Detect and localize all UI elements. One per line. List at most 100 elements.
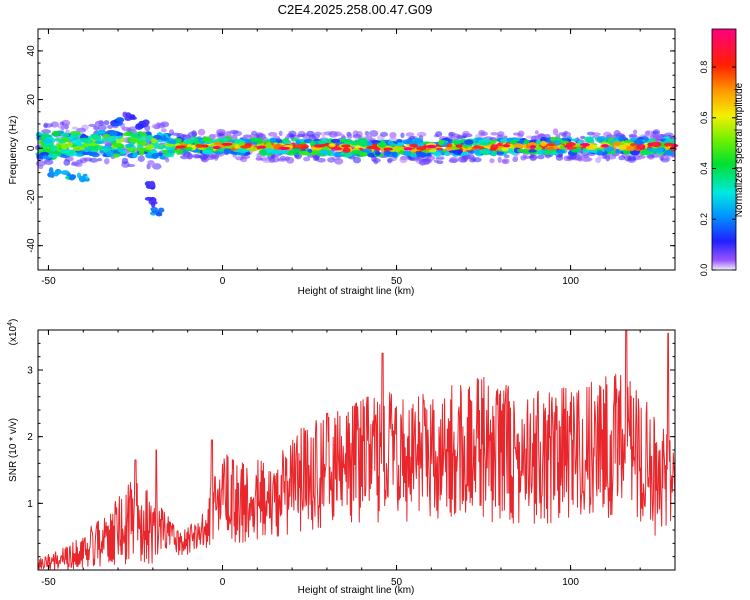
spectrogram-cell <box>420 160 430 165</box>
spectrogram-cell <box>186 153 193 160</box>
spectrogram-cell <box>583 157 593 161</box>
spectrogram-cell <box>93 125 100 131</box>
spectrogram-hotspot <box>403 147 413 151</box>
spectrogram-cell <box>50 145 58 152</box>
spectrogram-cell <box>433 159 439 163</box>
spectrogram-cell <box>319 149 330 155</box>
spectrogram-cell <box>650 141 662 148</box>
spectrogram-cell <box>555 149 566 154</box>
snr-y-tick-label: 2 <box>27 432 33 443</box>
spectrogram-y-ticks: -40 -20 0 20 40 <box>26 38 675 271</box>
spectrogram-hotspot <box>175 145 186 149</box>
spectrogram-hotspot <box>630 143 637 147</box>
spectrogram-cell <box>306 130 315 137</box>
spectrogram-cell <box>129 137 140 144</box>
spectrogram-cell <box>130 133 139 139</box>
spectrogram-cell <box>74 163 83 167</box>
spectrogram-cell <box>235 156 245 161</box>
spectrogram-cell <box>490 144 499 150</box>
spectrogram-cell <box>268 132 276 137</box>
spectrogram-cell <box>126 147 137 151</box>
spectrogram-hotspot <box>201 144 209 148</box>
colorbar-tick-label: 0.8 <box>699 61 709 74</box>
spectrogram-cell <box>577 139 583 145</box>
spectrogram-cell <box>501 147 509 152</box>
spectrogram-cell <box>51 130 61 137</box>
spectrogram-y-tick-label: 40 <box>26 45 37 57</box>
spectrogram-cell <box>145 144 154 151</box>
spectrogram-blob <box>155 212 163 217</box>
spectrogram-cell <box>97 157 103 162</box>
spectrogram-cell <box>438 139 445 146</box>
spectrogram-cell <box>212 133 220 138</box>
spectrogram-cell <box>75 153 85 157</box>
spectrogram-cell <box>97 124 107 132</box>
spectrogram-cell <box>491 150 497 157</box>
spectrogram-cell <box>610 150 616 155</box>
spectrogram-cell <box>334 158 344 165</box>
spectrogram-cell <box>523 139 529 145</box>
spectrogram-cell <box>352 134 362 139</box>
spectrogram-cell <box>278 149 290 154</box>
spectrogram-cell <box>96 130 106 135</box>
spectrogram-cell <box>160 137 170 141</box>
spectrogram-cell <box>270 138 277 143</box>
spectrogram-cell <box>612 141 621 146</box>
spectrogram-cell <box>349 141 357 146</box>
spectrogram-cell <box>552 144 559 150</box>
spectrogram-cell <box>314 131 322 136</box>
spectrogram-cell <box>664 149 674 156</box>
spectrogram-blob <box>124 115 132 121</box>
spectrogram-cell <box>555 154 564 161</box>
spectrogram-cell <box>323 131 333 136</box>
snr-y-label: SNR (10 * v/v) <box>8 418 19 482</box>
spectrogram-cell <box>377 141 387 148</box>
spectrogram-hotspot <box>257 145 267 149</box>
spectrogram-cell <box>571 138 578 142</box>
spectrogram-blob <box>49 171 56 178</box>
spectrogram-cell <box>398 146 404 151</box>
spectrogram-cell <box>488 140 497 145</box>
spectrogram-cell <box>367 152 375 158</box>
spectrogram-cell <box>249 146 258 152</box>
spectrogram-cell <box>618 135 624 142</box>
spectrogram-cell <box>238 142 246 146</box>
spectrogram-cell <box>44 159 54 165</box>
spectrogram-cell <box>479 141 490 146</box>
spectrogram-cell <box>249 137 260 142</box>
spectrogram-y-tick-label: 20 <box>26 94 37 106</box>
spectrogram-cell <box>633 139 644 145</box>
spectrogram-cell <box>372 157 381 163</box>
spectrogram-cell <box>191 130 197 138</box>
spectrogram-hotspot <box>425 144 437 149</box>
spectrogram-blob <box>143 123 149 127</box>
spectrogram-cell <box>346 133 353 140</box>
spectrogram-cell <box>448 132 454 138</box>
spectrogram-blob <box>158 207 165 213</box>
spectrogram-cell <box>489 158 495 164</box>
spectrogram-cell <box>66 142 73 148</box>
spectrogram-blob <box>54 171 59 177</box>
spectrogram-cell <box>333 131 343 137</box>
spectrogram-cell <box>641 150 652 156</box>
spectrogram-cell <box>359 151 368 157</box>
spectrogram-hotspot <box>601 144 609 148</box>
spectrogram-cell <box>540 136 547 143</box>
spectrogram-cell <box>164 152 175 158</box>
spectrogram-cell <box>585 145 597 151</box>
spectrogram-cell <box>195 143 204 148</box>
spectrogram-cell <box>197 128 206 136</box>
spectrogram-cell <box>604 146 615 152</box>
spectrogram-hotspot <box>502 144 511 148</box>
spectrogram-cell <box>536 151 543 155</box>
spectrogram-cell <box>503 154 510 159</box>
snr-scale-close: ) <box>8 319 19 322</box>
spectrogram-cell <box>122 132 130 137</box>
spectrogram-cell <box>569 156 577 161</box>
spectrogram-hotspot <box>383 147 394 151</box>
spectrogram-cell <box>399 156 408 164</box>
spectrogram-cell <box>167 139 177 145</box>
spectrogram-blob <box>60 170 70 175</box>
spectrogram-y-label: Frequency (Hz) <box>8 116 19 185</box>
